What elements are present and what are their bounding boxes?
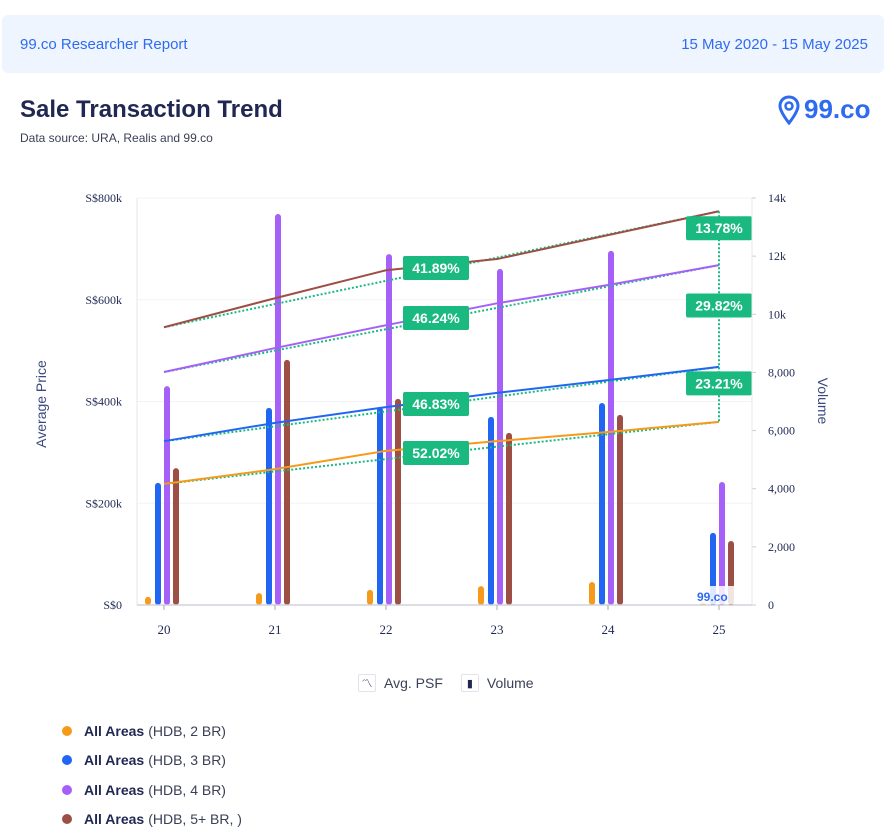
x-tick-label: 20 — [158, 622, 171, 637]
right-tick-label: 6,000 — [768, 424, 795, 438]
x-tick-label: 21 — [269, 622, 282, 637]
x-tick-label: 22 — [380, 622, 393, 637]
right-tick-label: 12k — [768, 249, 786, 263]
volume-bar — [386, 254, 392, 605]
volume-bar — [589, 582, 595, 605]
percent-label: 13.78% — [695, 220, 743, 236]
percent-label: 46.24% — [412, 310, 460, 326]
volume-bar — [256, 593, 262, 605]
left-tick-label: S$800k — [85, 191, 122, 205]
percent-label: 23.21% — [695, 375, 743, 391]
volume-bar — [478, 586, 484, 605]
left-tick-label: S$400k — [85, 395, 122, 409]
x-tick-label: 23 — [491, 622, 504, 637]
percent-label: 52.02% — [412, 445, 460, 461]
watermark: 99.co — [697, 590, 728, 604]
legend-item[interactable]: All Areas(HDB, 4 BR) — [62, 775, 242, 805]
legend-item[interactable]: All Areas(HDB, 5+ BR, ) — [62, 805, 242, 834]
percent-label: 29.82% — [695, 298, 743, 314]
series-legend: All Areas(HDB, 2 BR) All Areas(HDB, 3 BR… — [62, 716, 242, 834]
volume-bar — [497, 269, 503, 605]
volume-bar — [367, 590, 373, 605]
legend-avg-psf[interactable]: 〽Avg. PSF — [358, 674, 443, 692]
volume-bar — [608, 251, 614, 605]
right-tick-label: 4,000 — [768, 482, 795, 496]
legend-item[interactable]: All Areas(HDB, 2 BR) — [62, 716, 242, 746]
legend-dot — [62, 726, 72, 736]
right-tick-label: 0 — [768, 598, 774, 612]
legend-dot — [62, 755, 72, 765]
right-axis-title: Volume — [815, 378, 831, 425]
right-tick-label: 2,000 — [768, 540, 795, 554]
legend-dot — [62, 814, 72, 824]
bar-chart-icon: ▮ — [461, 674, 479, 692]
left-tick-label: S$0 — [103, 598, 122, 612]
volume-bar — [275, 214, 281, 605]
legend-dot — [62, 785, 72, 795]
volume-bar — [617, 415, 623, 605]
percent-label: 46.83% — [412, 396, 460, 412]
chart-type-legend: 〽Avg. PSF ▮Volume — [358, 674, 534, 692]
volume-bar — [155, 483, 161, 605]
volume-bar — [173, 468, 179, 605]
left-tick-label: S$600k — [85, 293, 122, 307]
left-axis-title: Average Price — [33, 360, 49, 448]
percent-label: 41.89% — [412, 260, 460, 276]
volume-bar — [506, 433, 512, 605]
line-chart-icon: 〽 — [358, 674, 376, 692]
right-tick-label: 8,000 — [768, 365, 795, 379]
volume-bar — [164, 386, 170, 605]
right-tick-label: 10k — [768, 307, 786, 321]
volume-bar — [488, 417, 494, 605]
x-tick-label: 24 — [602, 622, 616, 637]
x-tick-label: 25 — [713, 622, 726, 637]
left-tick-label: S$200k — [85, 496, 122, 510]
volume-bar — [284, 360, 290, 605]
volume-bar — [266, 408, 272, 605]
sale-chart: 99.co 41.89% 46.24% 46.83% 52.02% 13.78% 29.82… — [0, 0, 896, 660]
volume-bar — [395, 399, 401, 605]
legend-item[interactable]: All Areas(HDB, 3 BR) — [62, 746, 242, 776]
volume-bar — [145, 597, 151, 605]
volume-bar — [377, 407, 383, 605]
legend-volume[interactable]: ▮Volume — [461, 674, 534, 692]
right-tick-label: 14k — [768, 191, 786, 205]
